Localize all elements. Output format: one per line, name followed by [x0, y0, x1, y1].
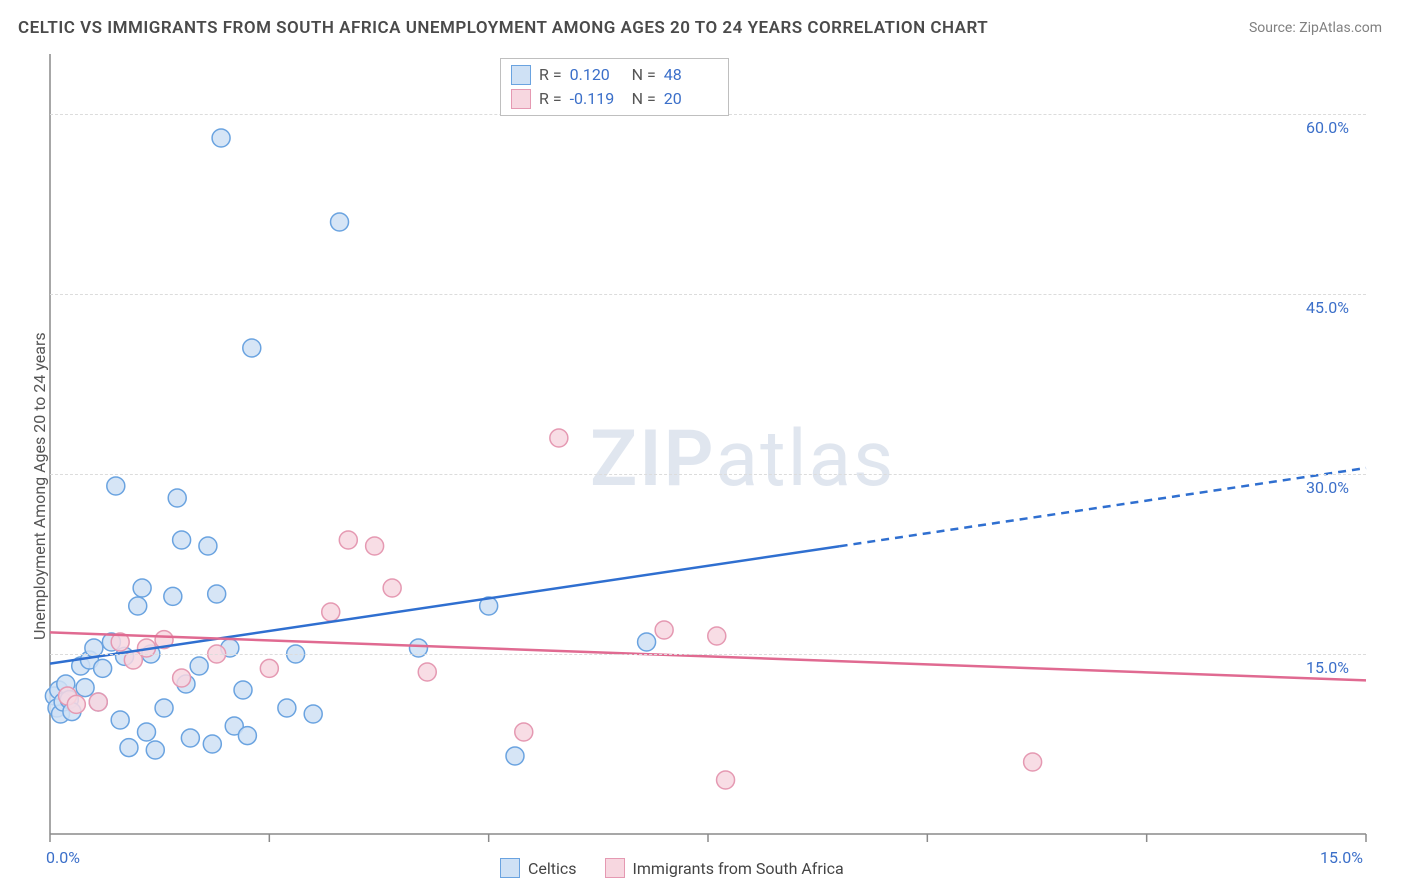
legend-swatch	[605, 858, 625, 878]
scatter-svg	[50, 54, 1366, 834]
point-immigrants	[173, 669, 191, 687]
legend-label: Celtics	[528, 859, 577, 878]
legend-label: Immigrants from South Africa	[633, 859, 844, 878]
point-celtics	[129, 597, 147, 615]
point-immigrants	[89, 693, 107, 711]
point-immigrants	[708, 627, 726, 645]
legend-stats-box: R = 0.120 N = 48 R = -0.119 N = 20	[500, 58, 729, 116]
point-immigrants	[366, 537, 384, 555]
point-immigrants	[322, 603, 340, 621]
gridline	[50, 294, 1366, 295]
point-celtics	[76, 679, 94, 697]
y-axis-label: Unemployment Among Ages 20 to 24 years	[30, 332, 49, 640]
point-celtics	[304, 705, 322, 723]
point-immigrants	[1024, 753, 1042, 771]
legend-series: Celtics Immigrants from South Africa	[500, 858, 844, 878]
gridline	[50, 654, 1366, 655]
point-celtics	[94, 659, 112, 677]
point-celtics	[199, 537, 217, 555]
point-immigrants	[67, 695, 85, 713]
point-celtics	[133, 579, 151, 597]
point-celtics	[212, 129, 230, 147]
point-celtics	[208, 585, 226, 603]
point-celtics	[638, 633, 656, 651]
source-label: Source: ZipAtlas.com	[1249, 20, 1382, 36]
legend-swatch	[511, 89, 531, 109]
n-label: N =	[632, 63, 656, 87]
point-immigrants	[418, 663, 436, 681]
point-celtics	[146, 741, 164, 759]
point-celtics	[506, 747, 524, 765]
x-tick-label: 0.0%	[46, 848, 80, 867]
r-value: -0.119	[570, 87, 624, 111]
point-immigrants	[717, 771, 735, 789]
plot-area: ZIPatlas 15.0%30.0%45.0%60.0%0.0%15.0%	[50, 54, 1366, 834]
y-tick-label: 45.0%	[1306, 298, 1349, 317]
legend-swatch	[500, 858, 520, 878]
r-label: R =	[539, 63, 562, 87]
n-value: 48	[664, 63, 718, 87]
point-celtics	[234, 681, 252, 699]
point-celtics	[155, 699, 173, 717]
point-celtics	[181, 729, 199, 747]
chart-title: CELTIC VS IMMIGRANTS FROM SOUTH AFRICA U…	[18, 18, 988, 38]
legend-swatch	[511, 65, 531, 85]
point-celtics	[190, 657, 208, 675]
legend-stat-row: R = 0.120 N = 48	[511, 63, 718, 87]
point-celtics	[243, 339, 261, 357]
x-tick-label: 15.0%	[1320, 848, 1363, 867]
point-celtics	[278, 699, 296, 717]
n-label: N =	[632, 87, 656, 111]
point-celtics	[203, 735, 221, 753]
point-immigrants	[515, 723, 533, 741]
point-celtics	[331, 213, 349, 231]
point-immigrants	[383, 579, 401, 597]
legend-item: Immigrants from South Africa	[605, 858, 844, 878]
y-tick-label: 30.0%	[1306, 478, 1349, 497]
point-celtics	[164, 587, 182, 605]
point-celtics	[238, 727, 256, 745]
point-celtics	[168, 489, 186, 507]
y-tick-label: 15.0%	[1306, 658, 1349, 677]
point-immigrants	[339, 531, 357, 549]
point-immigrants	[260, 659, 278, 677]
point-celtics	[111, 711, 129, 729]
point-immigrants	[550, 429, 568, 447]
point-immigrants	[655, 621, 673, 639]
trend-celtics-dashed	[840, 468, 1366, 546]
gridline	[50, 474, 1366, 475]
legend-stat-row: R = -0.119 N = 20	[511, 87, 718, 111]
point-celtics	[120, 739, 138, 757]
point-celtics	[107, 477, 125, 495]
chart-container: CELTIC VS IMMIGRANTS FROM SOUTH AFRICA U…	[0, 0, 1406, 892]
y-tick-label: 60.0%	[1306, 118, 1349, 137]
legend-item: Celtics	[500, 858, 577, 878]
point-celtics	[138, 723, 156, 741]
r-label: R =	[539, 87, 562, 111]
r-value: 0.120	[570, 63, 624, 87]
point-celtics	[173, 531, 191, 549]
n-value: 20	[664, 87, 718, 111]
